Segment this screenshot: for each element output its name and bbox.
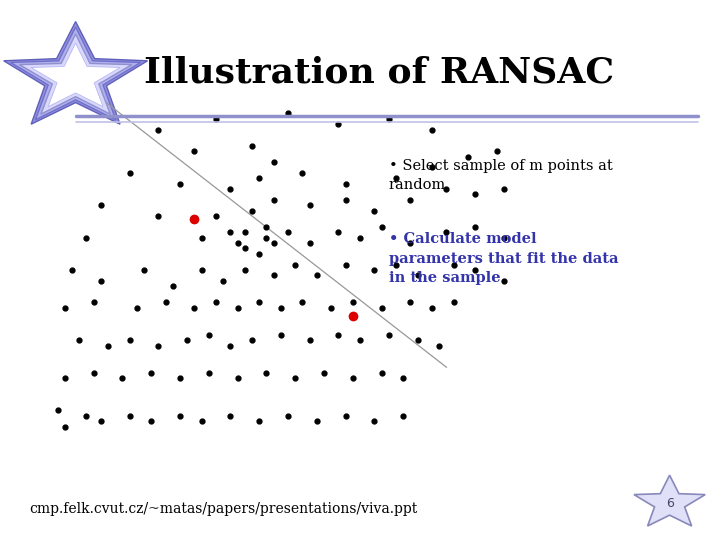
Text: • Calculate model
parameters that fit the data
in the sample: • Calculate model parameters that fit th… [389,232,618,285]
Text: cmp.felk.cvut.cz/~matas/papers/presentations/viva.ppt: cmp.felk.cvut.cz/~matas/papers/presentat… [29,502,417,516]
Text: Illustration of RANSAC: Illustration of RANSAC [144,56,614,90]
Text: • Select sample of m points at
random: • Select sample of m points at random [389,159,613,192]
Polygon shape [11,27,140,120]
Polygon shape [31,43,120,107]
Polygon shape [634,475,705,526]
Polygon shape [4,22,148,124]
Text: 6: 6 [666,497,673,510]
Polygon shape [19,34,132,114]
